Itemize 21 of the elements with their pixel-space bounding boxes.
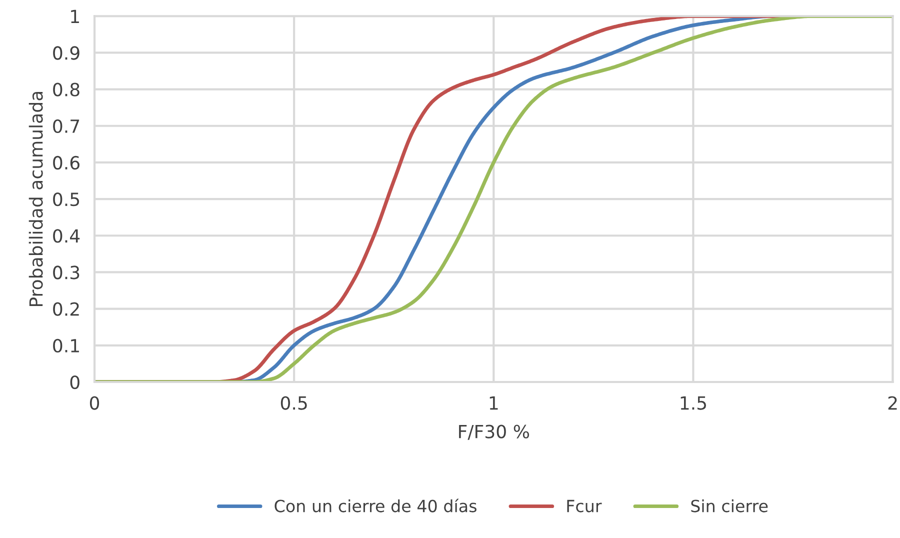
y-tick-label: 0 <box>70 375 80 390</box>
y-tick-label: 1 <box>71 10 79 23</box>
y-tick-label: 0.4 <box>53 229 80 243</box>
y-tick-label: 0.5 <box>53 192 80 206</box>
x-tick-label: 0 <box>90 396 100 410</box>
y-tick-label: 0.9 <box>53 46 80 60</box>
x-axis-title: F/F30 % <box>459 424 530 440</box>
y-tick-label: 0.6 <box>53 156 80 170</box>
y-tick-label: 0.1 <box>53 338 79 353</box>
legend-label: Fcur <box>567 500 602 512</box>
y-axis-title: Probabilidad acumulada <box>28 92 43 306</box>
x-tick-label: 1.5 <box>680 396 706 410</box>
legend-label: Con un cierre de 40 días <box>274 498 476 512</box>
legend-label: Sin cierre <box>691 499 768 512</box>
y-tick-label: 0.8 <box>53 82 80 96</box>
y-tick-label: 0.2 <box>53 302 79 316</box>
y-tick-label: 0.3 <box>53 266 80 280</box>
x-tick-label: 2 <box>888 396 897 410</box>
y-tick-label: 0.7 <box>53 119 80 134</box>
x-tick-label: 1 <box>490 396 498 410</box>
x-tick-label: 0.5 <box>280 396 307 410</box>
